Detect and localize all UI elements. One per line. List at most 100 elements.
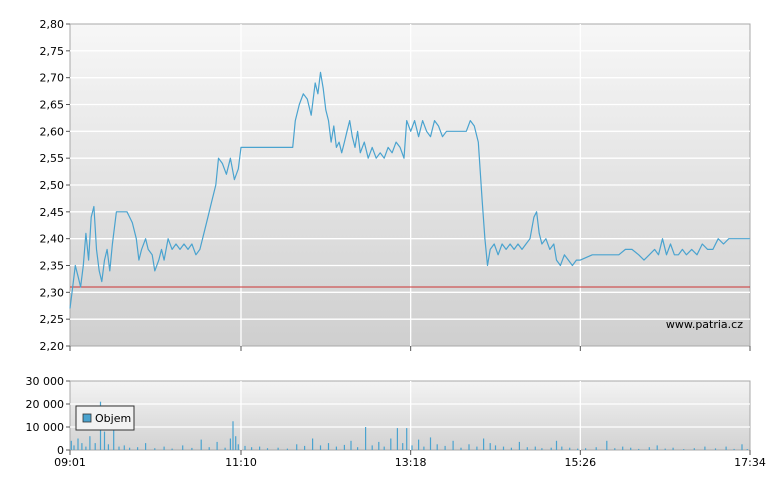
volume-bar xyxy=(237,444,239,451)
volume-y-tick-label: 30 000 xyxy=(26,375,65,388)
volume-bar xyxy=(266,448,269,450)
legend-swatch-objem xyxy=(82,413,92,423)
volume-bar xyxy=(444,445,446,450)
x-tick-label: 09:01 xyxy=(54,456,86,469)
volume-bar xyxy=(534,446,536,450)
volume-bar xyxy=(725,446,727,450)
x-tick-label: 13:18 xyxy=(395,456,427,469)
volume-bar xyxy=(741,444,743,451)
volume-bar xyxy=(327,443,330,450)
volume-bar xyxy=(693,448,695,450)
volume-bar xyxy=(371,445,373,450)
volume-bar xyxy=(365,427,367,450)
volume-bar xyxy=(286,448,288,450)
volume-bar xyxy=(436,444,438,451)
volume-bar xyxy=(555,440,558,450)
volume-bars xyxy=(70,401,748,451)
volume-bar xyxy=(672,447,674,450)
volume-bar xyxy=(163,446,165,450)
volume-bar xyxy=(81,443,83,450)
volume-bar xyxy=(418,439,420,450)
volume-bar xyxy=(154,448,156,450)
price-series-line xyxy=(69,71,750,309)
volume-y-tick-label: 0 xyxy=(57,444,64,457)
price-panel: 2,20 2,25 2,30 2,35 2,40 2,45 2,50 2,55 2,60 2,65… xyxy=(40,18,751,353)
volume-bar xyxy=(343,444,345,450)
volume-bar xyxy=(259,446,261,450)
x-tick-label: 17:34 xyxy=(734,456,766,469)
volume-bar xyxy=(85,446,87,450)
volume-bar xyxy=(145,443,147,450)
legend-label-objem: Objem xyxy=(95,412,131,425)
volume-bar xyxy=(541,448,543,450)
volume-bar xyxy=(383,446,385,450)
volume-bar xyxy=(585,448,587,450)
price-y-tick-label: 2,55 xyxy=(40,152,65,165)
volume-bar xyxy=(70,440,72,450)
price-y-tick-label: 2,45 xyxy=(40,206,65,219)
volume-bar xyxy=(251,447,253,450)
volume-y-tick-label: 20 000 xyxy=(26,398,65,411)
volume-bar xyxy=(664,448,666,450)
volume-bar xyxy=(452,440,454,450)
price-y-tick-label: 2,75 xyxy=(40,45,65,58)
volume-bar xyxy=(489,443,491,450)
volume-plot-background xyxy=(69,380,751,451)
volume-bar xyxy=(191,447,193,450)
volume-bar xyxy=(476,446,478,450)
volume-bar xyxy=(123,445,125,450)
volume-bar xyxy=(224,447,226,450)
price-y-tick-label: 2,50 xyxy=(40,179,65,192)
watermark: www.patria.cz xyxy=(666,318,743,331)
volume-bar xyxy=(510,447,512,450)
volume-bar xyxy=(494,445,497,450)
price-y-tick-label: 2,80 xyxy=(40,18,65,31)
x-tick-label: 11:10 xyxy=(225,456,257,469)
volume-y-tick-label: 10 000 xyxy=(26,421,65,434)
volume-bar xyxy=(335,446,337,450)
volume-bar xyxy=(216,441,218,450)
price-y-tick-label: 2,60 xyxy=(40,125,65,138)
volume-bar xyxy=(606,440,608,450)
volume-bar xyxy=(312,438,314,450)
volume-bar xyxy=(235,436,237,450)
volume-bar xyxy=(113,429,115,450)
volume-bar xyxy=(423,446,425,450)
volume-bar xyxy=(94,443,96,450)
volume-bar xyxy=(73,445,75,450)
volume-bar xyxy=(656,445,658,450)
price-y-tick-label: 2,35 xyxy=(40,260,65,273)
volume-bar xyxy=(595,447,597,450)
volume-bar xyxy=(232,421,234,451)
volume-bar xyxy=(746,449,748,450)
volume-bar xyxy=(622,446,624,450)
volume-bar xyxy=(630,447,632,450)
volume-bar xyxy=(526,447,528,450)
volume-bar xyxy=(502,446,505,450)
volume-bar xyxy=(208,447,210,450)
volume-bar xyxy=(277,447,279,450)
volume-bar xyxy=(378,441,380,450)
volume-bar xyxy=(171,448,173,450)
price-y-tick-label: 2,70 xyxy=(40,72,65,85)
volume-bar xyxy=(518,441,520,450)
volume-bar xyxy=(569,447,571,450)
volume-bar xyxy=(402,443,404,450)
volume-bar xyxy=(182,445,184,450)
volume-bar xyxy=(460,447,462,450)
volume-bar xyxy=(733,448,735,450)
volume-bar xyxy=(468,444,470,451)
volume-y-axis: 0 10 000 20 000 30 000 xyxy=(26,375,70,457)
volume-panel: 0 10 000 20 000 30 000 09:01 11:10 13:18 15:26… xyxy=(26,375,766,469)
volume-bar xyxy=(683,449,685,450)
volume-bar xyxy=(638,448,640,450)
volume-bar xyxy=(319,445,322,450)
price-y-tick-label: 2,65 xyxy=(40,99,65,112)
volume-bar xyxy=(406,428,408,450)
price-y-tick-label: 2,30 xyxy=(40,286,65,299)
volume-bar xyxy=(229,438,231,450)
volume-bar xyxy=(390,438,392,450)
price-y-axis: 2,20 2,25 2,30 2,35 2,40 2,45 2,50 2,55 2,60 2,65… xyxy=(40,18,70,353)
volume-bar xyxy=(577,448,579,450)
